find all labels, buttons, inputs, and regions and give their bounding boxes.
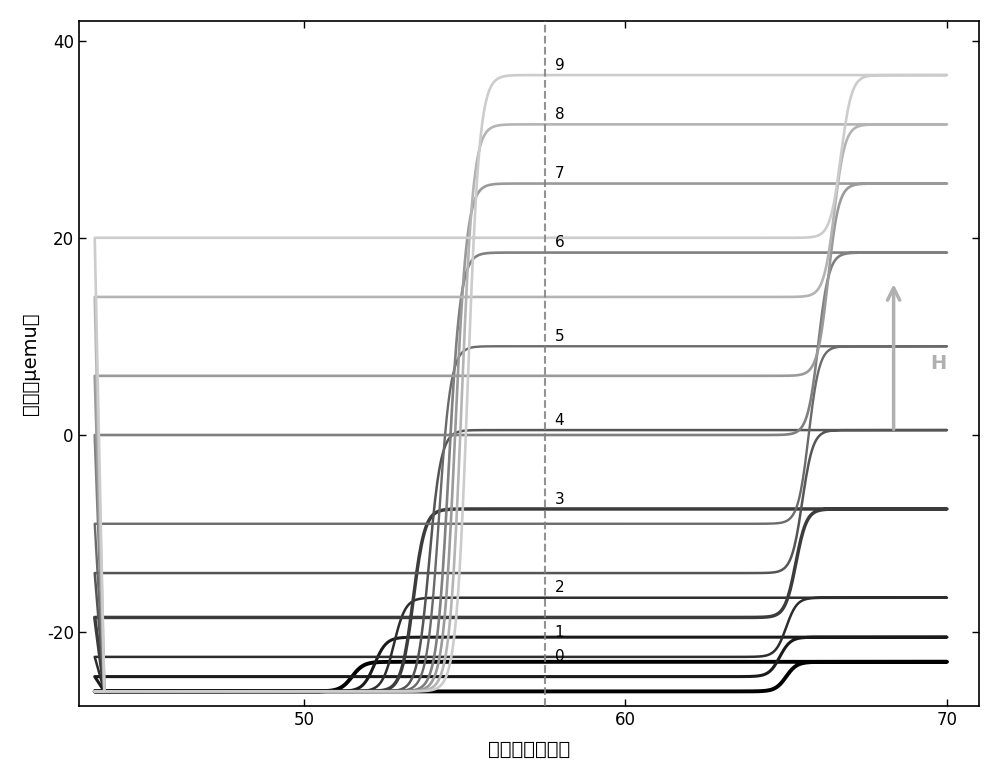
Text: 5: 5 bbox=[555, 329, 564, 344]
Text: H: H bbox=[931, 354, 947, 373]
Y-axis label: 磁矩（μemu）: 磁矩（μemu） bbox=[21, 312, 40, 415]
Text: 7: 7 bbox=[555, 166, 564, 181]
Text: 4: 4 bbox=[555, 413, 564, 427]
Text: 9: 9 bbox=[555, 58, 564, 73]
X-axis label: 磁场（奥斯特）: 磁场（奥斯特） bbox=[488, 740, 570, 759]
Text: 6: 6 bbox=[555, 236, 564, 250]
Text: 3: 3 bbox=[555, 491, 564, 506]
Text: 0: 0 bbox=[555, 650, 564, 665]
Text: 8: 8 bbox=[555, 107, 564, 122]
Text: 2: 2 bbox=[555, 580, 564, 595]
Text: 1: 1 bbox=[555, 625, 564, 640]
